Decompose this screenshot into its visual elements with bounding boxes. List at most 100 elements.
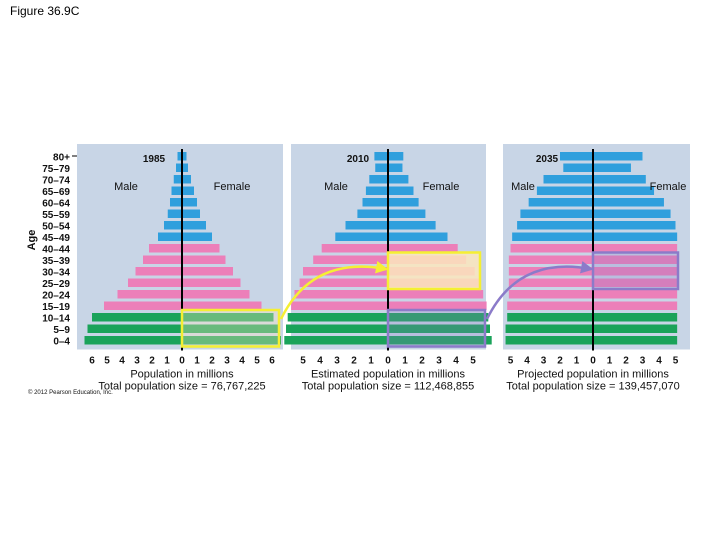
- male-bar: [560, 152, 593, 161]
- highlight-box-2035-reproductive: [591, 251, 680, 291]
- x-tick-label: 4: [656, 356, 662, 367]
- female-bar: [182, 152, 187, 161]
- male-bar: [299, 278, 388, 287]
- male-bar: [284, 336, 388, 345]
- female-bar: [182, 209, 200, 218]
- male-bar: [520, 209, 593, 218]
- x-axis-title: Projected population in millions: [517, 369, 669, 381]
- female-bar: [388, 324, 490, 333]
- age-label: 80+: [53, 153, 70, 164]
- age-label: 30–34: [42, 268, 70, 279]
- female-bar: [182, 313, 274, 322]
- female-bar: [182, 324, 278, 333]
- female-bar: [593, 244, 678, 253]
- year-label: 1985: [143, 154, 166, 165]
- age-label: 60–64: [42, 199, 70, 210]
- male-label: Male: [114, 181, 138, 193]
- female-bar: [593, 209, 671, 218]
- male-bar: [303, 267, 388, 276]
- female-bar: [182, 232, 212, 241]
- female-bar: [593, 324, 678, 333]
- total-population-label: Total population size = 139,457,070: [506, 381, 679, 393]
- age-axis-label: Age: [26, 230, 38, 251]
- x-tick-label: 1: [574, 356, 580, 367]
- female-bar: [388, 209, 426, 218]
- male-bar: [345, 221, 388, 230]
- x-tick-label: 5: [254, 356, 260, 367]
- x-tick-label: 4: [239, 356, 245, 367]
- male-bar: [563, 163, 593, 172]
- x-tick-label: 5: [673, 356, 679, 367]
- female-bar: [388, 198, 419, 207]
- age-label: 25–29: [42, 279, 70, 290]
- male-bar: [508, 290, 593, 299]
- x-tick-label: 3: [134, 356, 140, 367]
- female-bar: [182, 255, 226, 264]
- male-bar: [362, 198, 388, 207]
- x-tick-label: 6: [269, 356, 275, 367]
- age-label: 55–59: [42, 210, 70, 221]
- male-bar: [528, 198, 593, 207]
- female-bar: [388, 175, 409, 184]
- male-bar: [508, 255, 593, 264]
- age-label: 20–24: [42, 291, 70, 302]
- age-label: 75–79: [42, 164, 70, 175]
- x-tick-label: 1: [164, 356, 170, 367]
- male-bar: [167, 209, 182, 218]
- female-bar: [593, 290, 678, 299]
- age-label: 35–39: [42, 256, 70, 267]
- male-bar: [369, 175, 388, 184]
- male-bar: [507, 301, 593, 310]
- male-bar: [128, 278, 182, 287]
- age-label: 15–19: [42, 302, 70, 313]
- x-axis-title: Population in millions: [130, 369, 234, 381]
- male-bar: [286, 324, 388, 333]
- female-label: Female: [650, 181, 687, 193]
- male-bar: [365, 186, 388, 195]
- female-bar: [182, 244, 220, 253]
- x-tick-label: 5: [508, 356, 514, 367]
- age-label: 5–9: [53, 325, 70, 336]
- male-bar: [135, 267, 182, 276]
- male-bar: [543, 175, 593, 184]
- male-bar: [173, 175, 182, 184]
- female-label: Female: [214, 181, 251, 193]
- age-label: 45–49: [42, 233, 70, 244]
- female-bar: [388, 313, 489, 322]
- x-tick-label: 3: [334, 356, 340, 367]
- female-bar: [593, 186, 655, 195]
- female-bar: [388, 232, 448, 241]
- male-bar: [294, 290, 388, 299]
- cohort-arrow-yellow: [279, 261, 389, 320]
- male-bar: [164, 221, 182, 230]
- male-bar: [508, 278, 593, 287]
- x-tick-label: 4: [119, 356, 125, 367]
- x-tick-label: 5: [300, 356, 306, 367]
- female-bar: [593, 232, 678, 241]
- x-tick-label: 1: [194, 356, 200, 367]
- female-bar: [182, 163, 188, 172]
- female-bar: [388, 244, 458, 253]
- total-population-label: Total population size = 76,767,225: [98, 381, 265, 393]
- female-bar: [593, 278, 678, 287]
- female-bar: [593, 152, 643, 161]
- x-tick-label: 2: [149, 356, 155, 367]
- female-bar: [388, 152, 404, 161]
- male-bar: [512, 232, 593, 241]
- male-bar: [287, 313, 388, 322]
- female-bar: [593, 198, 664, 207]
- female-bar: [182, 198, 197, 207]
- female-bar: [182, 267, 233, 276]
- female-bar: [388, 163, 403, 172]
- male-bar: [84, 336, 182, 345]
- male-bar: [117, 290, 182, 299]
- male-bar: [291, 301, 388, 310]
- x-tick-label: 0: [179, 356, 185, 367]
- highlight-box-2010-reproductive: [386, 251, 482, 291]
- female-bar: [388, 336, 492, 345]
- x-tick-label: 2: [557, 356, 563, 367]
- x-tick-label: 2: [419, 356, 425, 367]
- x-axis-title: Estimated population in millions: [311, 369, 466, 381]
- x-tick-label: 3: [224, 356, 230, 367]
